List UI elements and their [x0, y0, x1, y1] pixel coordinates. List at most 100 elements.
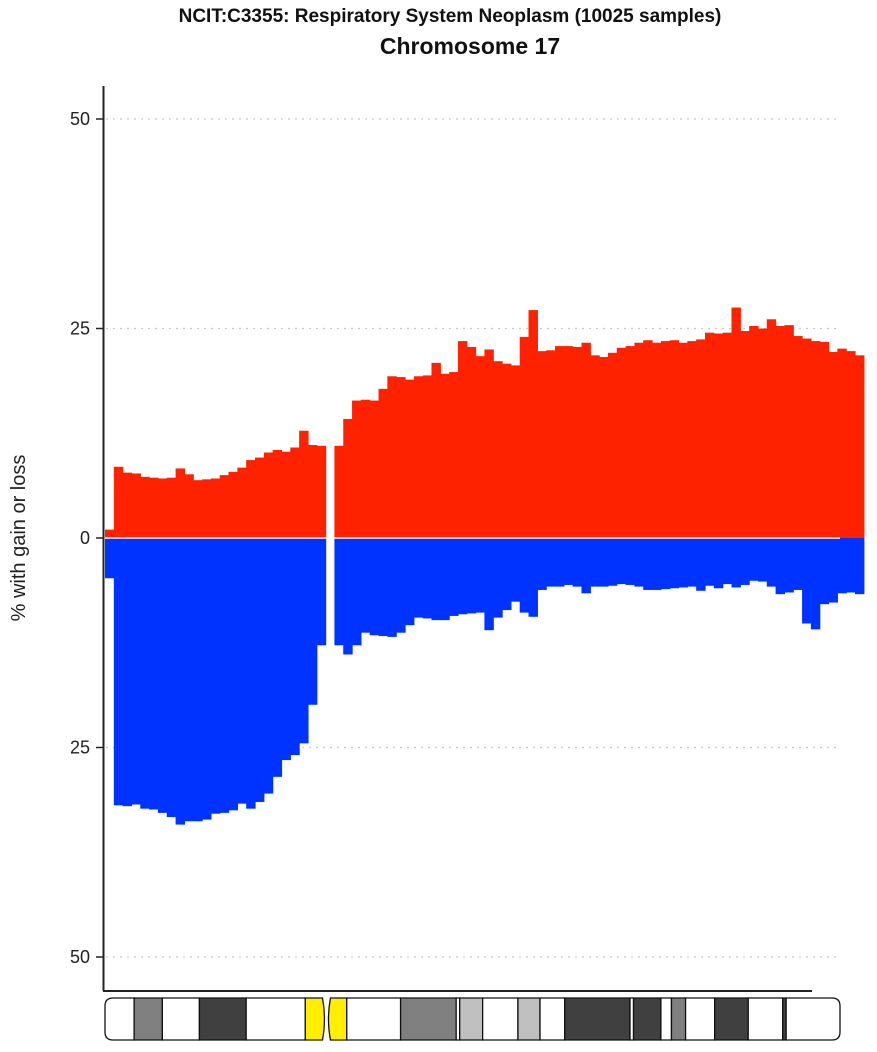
gain-bar: [219, 475, 230, 538]
loss-bar: [113, 538, 124, 806]
loss-bar: [713, 538, 724, 589]
gain-bar: [352, 400, 362, 538]
loss-bar: [263, 538, 274, 794]
chromosome-ideogram: [104, 997, 841, 1041]
loss-bar: [828, 538, 838, 603]
ideogram-band: [747, 997, 784, 1041]
gain-bar: [360, 399, 371, 538]
gain-bar: [625, 346, 636, 538]
gain-bar: [255, 457, 265, 538]
loss-bar: [175, 538, 186, 825]
gain-bar: [140, 476, 150, 538]
gain-bar: [113, 466, 124, 538]
ideogram-band: [104, 997, 135, 1041]
ideogram-band: [539, 997, 566, 1041]
gain-bar: [210, 478, 221, 538]
loss-bar: [607, 538, 618, 586]
loss-bar: [502, 538, 512, 611]
loss-bar: [528, 538, 538, 617]
gain-bar: [793, 336, 803, 538]
ideogram-band: [304, 997, 326, 1041]
ideogram-band: [346, 997, 402, 1041]
gain-bar: [157, 478, 168, 538]
axes: [102, 86, 812, 992]
loss-bar: [457, 538, 468, 615]
gain-bar: [766, 319, 777, 538]
gain-bar: [413, 376, 424, 538]
gain-bar: [422, 375, 433, 538]
gain-bar: [555, 346, 565, 538]
gain-bar: [272, 450, 283, 538]
gain-bar: [607, 352, 618, 538]
gain-bar: [484, 349, 494, 538]
gain-bar: [307, 444, 318, 538]
loss-bar: [352, 538, 362, 646]
bars: [105, 307, 865, 825]
gain-bar: [784, 325, 794, 538]
loss-bar: [193, 538, 203, 822]
loss-bar: [140, 538, 150, 809]
loss-bar: [157, 538, 168, 813]
gain-bar: [122, 472, 133, 538]
loss-bar: [131, 538, 141, 805]
ideogram-band: [660, 997, 673, 1041]
loss-bar: [237, 538, 247, 804]
gain-bar: [387, 376, 397, 538]
loss-bar: [590, 538, 600, 587]
gain-bar: [705, 332, 715, 538]
gain-bar: [643, 340, 653, 538]
gain-bar: [546, 350, 556, 538]
gain-bar: [343, 419, 353, 538]
gain-bar: [696, 339, 706, 538]
loss-bar: [669, 538, 680, 589]
ideogram-band: [459, 997, 484, 1041]
gain-bar: [149, 477, 159, 538]
ideogram-band: [714, 997, 749, 1041]
ideogram-band: [133, 997, 164, 1041]
loss-bar: [810, 538, 821, 630]
gain-bar: [846, 351, 856, 538]
loss-bar: [510, 538, 521, 602]
gain-bar: [466, 346, 477, 538]
loss-bar: [696, 538, 706, 591]
loss-bar: [802, 538, 812, 624]
loss-bar: [255, 538, 265, 802]
gridlines: [106, 118, 838, 958]
gain-bar: [519, 336, 530, 538]
gain-bar: [175, 468, 186, 538]
loss-bar: [634, 538, 644, 587]
gain-bar: [634, 342, 644, 538]
gain-bar: [290, 447, 300, 538]
loss-bar: [219, 538, 230, 813]
gain-bar: [166, 477, 177, 538]
y-ticks: 50 25 0 25 50: [70, 109, 103, 967]
gain-bar: [687, 341, 697, 538]
ideogram-band: [517, 997, 541, 1041]
gain-bar: [228, 471, 238, 538]
loss-bar: [555, 538, 565, 587]
loss-bar: [316, 538, 327, 646]
y-tick-label: 25: [70, 319, 90, 339]
y-axis-label: % with gain or loss: [8, 455, 30, 622]
gain-bar: [660, 341, 671, 538]
loss-bar: [563, 538, 574, 585]
gain-bar: [590, 355, 600, 538]
loss-bar: [396, 538, 406, 633]
gain-bar: [237, 467, 247, 538]
gain-bar: [669, 340, 680, 538]
gain-bar: [475, 356, 486, 538]
gain-bar: [581, 342, 591, 538]
loss-bar: [616, 538, 627, 585]
ideogram-band: [399, 997, 457, 1041]
loss-bar: [343, 538, 353, 655]
loss-bar: [581, 538, 591, 594]
gain-bar: [105, 529, 115, 538]
loss-bar: [572, 538, 583, 587]
gain-bar: [837, 348, 847, 538]
loss-bar: [466, 538, 477, 614]
loss-bar: [334, 538, 344, 646]
gain-bar: [599, 356, 609, 538]
gain-bar: [431, 362, 441, 538]
loss-bar: [413, 538, 424, 618]
